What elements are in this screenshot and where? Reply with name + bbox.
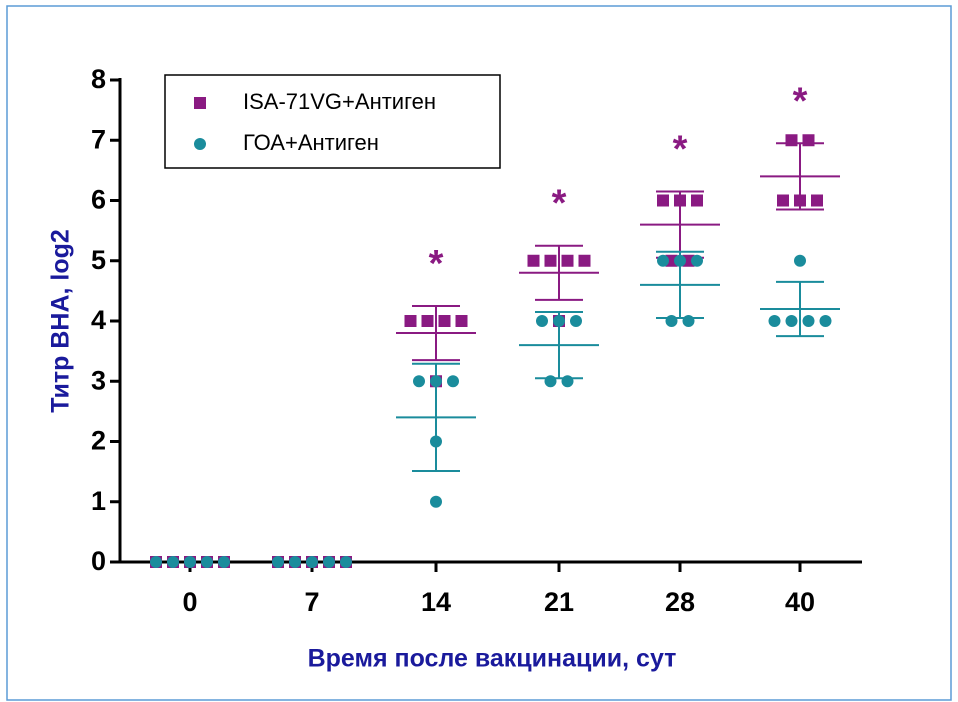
legend-box	[164, 74, 501, 169]
data-point	[218, 556, 230, 568]
data-point	[289, 556, 301, 568]
data-point	[570, 315, 582, 327]
x-tick-label: 40	[785, 587, 815, 617]
x-tick-label: 7	[304, 587, 319, 617]
data-point	[447, 375, 459, 388]
data-point	[306, 556, 318, 568]
data-point	[794, 254, 806, 267]
data-point	[561, 254, 574, 267]
data-point	[323, 556, 335, 568]
data-point	[544, 375, 557, 388]
y-tick-label: 8	[91, 64, 106, 94]
data-point	[768, 315, 781, 327]
x-axis-title: Время после вакцинации, сут	[308, 645, 677, 673]
data-point	[657, 194, 669, 207]
y-tick-label: 2	[91, 426, 106, 456]
data-point	[802, 315, 815, 327]
y-tick-label: 4	[91, 305, 106, 335]
data-point	[340, 556, 352, 568]
data-point	[544, 254, 557, 267]
significance-mark: *	[429, 243, 444, 285]
data-point	[150, 556, 162, 568]
y-axis-title: Титр ВНА, log2	[47, 229, 75, 413]
significance-mark: *	[552, 183, 567, 225]
x-tick-label: 14	[421, 587, 451, 617]
data-point	[785, 134, 798, 147]
data-point	[819, 315, 832, 327]
data-point	[665, 315, 678, 327]
data-point	[777, 194, 789, 207]
legend-marker	[194, 138, 206, 150]
data-point	[167, 556, 179, 568]
data-point	[682, 315, 695, 327]
data-point	[811, 194, 823, 207]
data-point	[430, 495, 442, 508]
x-tick-label: 28	[665, 587, 695, 617]
legend-marker	[194, 97, 206, 109]
data-point	[413, 375, 425, 388]
significance-mark: *	[673, 128, 688, 170]
y-tick-label: 0	[91, 546, 106, 576]
data-point	[536, 315, 548, 327]
significance-mark: *	[793, 80, 808, 122]
data-point	[561, 375, 574, 388]
y-tick-label: 6	[91, 185, 106, 215]
data-point	[404, 315, 417, 327]
y-tick-label: 3	[91, 365, 106, 395]
data-point	[657, 254, 669, 267]
data-point	[578, 254, 591, 267]
data-point	[438, 315, 451, 327]
data-point	[691, 254, 703, 267]
y-tick-label: 1	[91, 486, 106, 516]
x-tick-label: 21	[544, 587, 574, 617]
x-tick-label: 0	[182, 587, 197, 617]
legend-label: ГОА+Антиген	[243, 130, 379, 155]
data-point	[527, 254, 540, 267]
data-point	[201, 556, 213, 568]
data-point	[421, 315, 434, 327]
frame	[6, 5, 952, 701]
y-tick-label: 7	[91, 124, 106, 154]
data-point	[184, 556, 196, 568]
data-point	[272, 556, 284, 568]
data-point	[802, 134, 815, 147]
y-tick-label: 5	[91, 245, 106, 275]
data-point	[785, 315, 798, 327]
data-point	[691, 194, 703, 207]
data-point	[455, 315, 468, 327]
legend-label: ISA-71VG+Антиген	[243, 89, 436, 114]
